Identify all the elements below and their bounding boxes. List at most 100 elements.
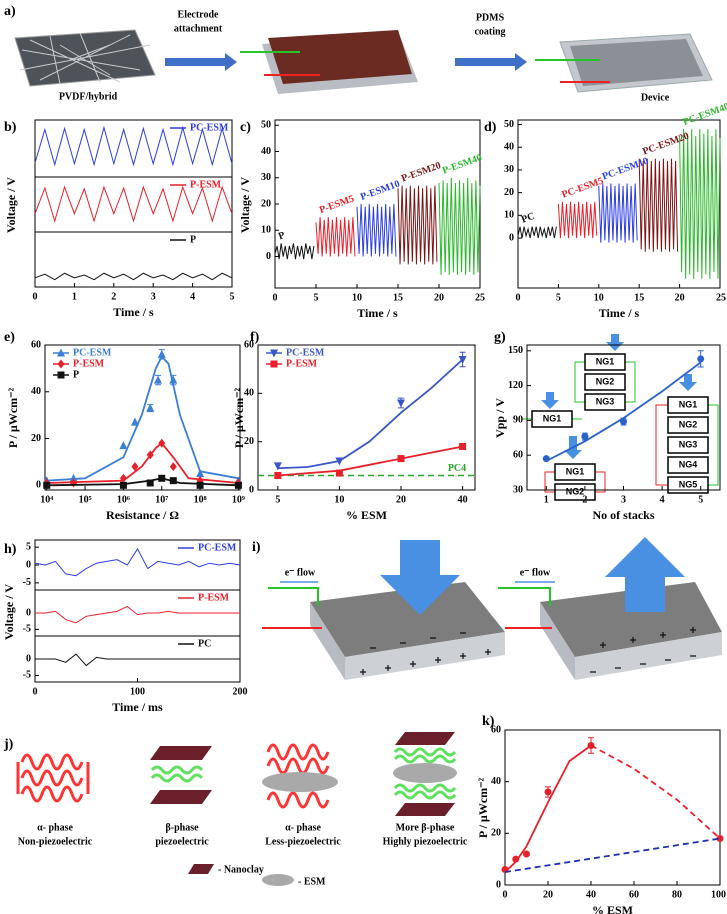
x-axis-label: Time / s	[113, 305, 154, 319]
legend-label: PC-ESM	[198, 542, 237, 553]
esm	[393, 763, 457, 783]
device-core	[570, 39, 703, 86]
data-point	[157, 349, 166, 358]
legend-marker	[57, 348, 65, 357]
caption: Highly piezoelectric	[383, 836, 468, 847]
series-line	[46, 441, 239, 484]
legend-label: PC	[198, 638, 211, 649]
data-point	[146, 479, 154, 487]
data-point	[169, 375, 178, 384]
x-tick-label: 200	[233, 686, 248, 697]
y-axis-label: Vpp / V	[493, 398, 507, 438]
data-point	[512, 855, 520, 863]
nanoclay	[150, 746, 212, 760]
panel-label: c)	[240, 120, 251, 135]
x-tick-label: 10⁹	[232, 494, 245, 505]
legend-label: P-ESM	[73, 358, 105, 369]
alpha-chain	[266, 743, 330, 809]
series-line	[397, 185, 438, 265]
x-axis-label: Time / s	[599, 306, 640, 320]
x-tick-label: 10⁶	[117, 494, 130, 505]
esm	[262, 772, 338, 792]
arrow	[455, 53, 527, 71]
legend-label: - Nanoclay	[218, 864, 264, 875]
x-tick-label: 10⁵	[79, 494, 92, 505]
wire	[574, 361, 636, 403]
series-line	[34, 125, 233, 167]
data-point	[169, 462, 177, 472]
y-tick-label: 20	[244, 436, 254, 447]
wire	[655, 404, 668, 486]
series-line	[34, 272, 233, 281]
y-tick-label: 0	[26, 607, 31, 618]
device-side	[310, 602, 345, 680]
y-axis-label: Voltage / V	[238, 177, 252, 233]
step-label: Electrode	[178, 9, 219, 20]
caption: α- phase	[285, 822, 321, 833]
x-tick-label: 2	[582, 494, 587, 505]
x-tick-label: 40	[586, 889, 596, 900]
data-point	[581, 433, 589, 441]
data-point	[335, 469, 343, 477]
series-label: P-ESM10	[359, 179, 401, 203]
y-tick-label: 120	[508, 380, 523, 391]
y-tick-label: 40	[31, 386, 41, 397]
x-tick-label: 10	[594, 292, 604, 303]
series-line	[504, 837, 721, 873]
data-point	[146, 403, 155, 412]
wire	[708, 404, 719, 486]
x-tick-label: 2	[111, 291, 116, 302]
y-tick-label: 40	[261, 146, 271, 157]
series-label: P-ESM40	[441, 152, 483, 176]
x-axis-label: Time / ms	[112, 700, 163, 714]
x-tick-label: 0	[33, 686, 38, 697]
series-line	[46, 477, 239, 487]
y-tick-label: 5	[26, 541, 31, 552]
y-axis-label: Voltage / V	[4, 177, 18, 233]
x-tick-label: 5	[275, 494, 280, 505]
series-line	[34, 547, 241, 577]
block	[667, 456, 709, 474]
y-tick-label: 0	[26, 653, 31, 664]
caption: piezoelectric	[155, 836, 209, 847]
x-tick-label: 5	[556, 292, 561, 303]
device	[310, 582, 505, 657]
panel-label: a)	[4, 4, 16, 19]
panel-label: b)	[4, 120, 17, 135]
x-tick-label: 100	[711, 889, 726, 900]
legend-marker	[57, 359, 65, 369]
series-line	[438, 177, 481, 275]
y-tick-label: 30	[261, 172, 271, 183]
press-arrow	[380, 540, 460, 615]
series-line	[679, 129, 721, 279]
y-tick-label: -5	[23, 670, 31, 681]
block-label: NG3	[679, 439, 698, 449]
legend-marker	[57, 371, 65, 379]
x-tick-label: 10	[352, 292, 362, 303]
esm-key	[262, 874, 294, 886]
y-tick-label: -5	[23, 577, 31, 588]
wire	[498, 587, 551, 606]
y-tick-label: 20	[504, 187, 514, 198]
data-point	[716, 835, 724, 842]
block-label: NG1	[566, 466, 585, 476]
x-tick-label: 4	[660, 494, 665, 505]
x-tick-label: 15	[393, 292, 403, 303]
device-side	[575, 632, 722, 680]
legend-label: P-ESM	[198, 592, 230, 603]
x-axis-label: No of stacks	[593, 508, 655, 522]
x-tick-label: 0	[503, 889, 508, 900]
x-axis-label: Resistance / Ω	[106, 508, 179, 522]
x-tick-label: 20	[434, 292, 444, 303]
fibers	[19, 32, 151, 85]
y-tick-label: 0	[266, 251, 271, 262]
x-tick-label: 10	[334, 494, 344, 505]
x-tick-label: 0	[33, 291, 38, 302]
data-point	[234, 481, 242, 489]
series-label: PC	[520, 211, 536, 226]
x-tick-label: 15	[634, 292, 644, 303]
data-point	[119, 481, 127, 489]
legend-label: PC-ESM	[286, 347, 325, 358]
series-line	[545, 361, 702, 462]
